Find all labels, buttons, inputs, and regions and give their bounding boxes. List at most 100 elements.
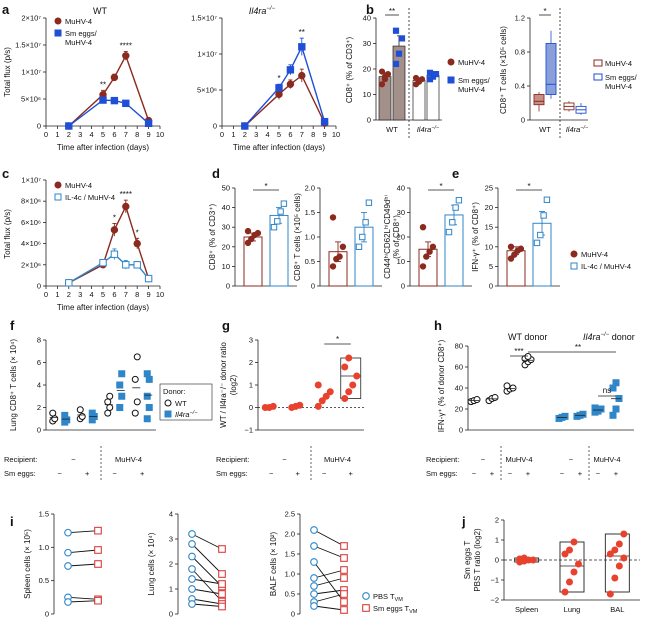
panel-d3-data-point: [423, 253, 430, 260]
panel-label-b: b: [366, 2, 374, 17]
panel-a-wt-x-tick-label: 3: [78, 130, 82, 139]
panel-c-data-point: [133, 261, 141, 269]
panel-a-wt-y-tick-label: 2×10⁷: [21, 14, 41, 23]
panel-f-data-point: [88, 409, 96, 417]
panel-b-left-data-point: [426, 69, 434, 76]
panel-j-box: [604, 533, 630, 593]
panel-i-balf-pair-line: [313, 577, 345, 587]
panel-j-y-tick-label: −2: [490, 596, 499, 605]
panel-a-il4ra-x-tick-label: 10: [332, 130, 340, 139]
panel-i-balf-sm-point: [340, 606, 348, 614]
panel-d2-y-tick-label: 0.5: [305, 257, 315, 266]
panel-g-recipient-minus: −: [282, 455, 287, 464]
panel-i-lung-y-tick-label: 4: [169, 510, 173, 519]
panel-g-data-point: [353, 372, 361, 380]
panel-b-left-data-point: [398, 35, 406, 42]
panel-i-lung-pbs-point: [188, 530, 196, 538]
panel-c-significance: *: [136, 228, 139, 237]
panel-i-spleen-pbs-point: [64, 548, 72, 557]
panel-g-y-tick-label: 0: [249, 403, 253, 412]
panel-h-sm-eggs-value: +: [578, 469, 583, 478]
panel-j-data-point: [570, 538, 578, 546]
panel-g-recipient-muhv4: MuHV-4: [324, 455, 351, 464]
panel-d3-y-tick-label: 20: [397, 233, 405, 242]
panel-g-recipient-label: Recipient:: [216, 455, 249, 464]
panel-g-data-point: [322, 392, 330, 400]
panel-d1-y-tick-label: 20: [222, 242, 230, 251]
panel-h-data-point: [597, 405, 605, 413]
legend-f-il4ra-marker: [164, 410, 172, 418]
panel-i-lung-pbs-point: [188, 575, 196, 583]
panel-i-lung-sm-point: [218, 580, 226, 588]
panel-a-il4ra-data-point: [298, 43, 306, 51]
panel-d2-y-tick-label: 2.0: [305, 184, 315, 193]
legend-b-sm-label-1: Sm eggs/: [458, 76, 491, 85]
panel-h-data-point: [561, 412, 569, 420]
panel-h-recipient-minus: −: [481, 455, 486, 464]
panel-d3-y-tick-label: 10: [397, 257, 405, 266]
panel-c-x-tick-label: 10: [156, 290, 164, 299]
panel-f-sm-eggs-value: −: [58, 469, 63, 478]
panel-a-xlabel: Time after infection (days): [57, 143, 150, 152]
panel-f-data-point: [78, 413, 86, 420]
panel-h-recipient-label: Recipient:: [426, 455, 459, 464]
panel-i-balf-pbs-point: [310, 590, 318, 598]
panel-b-left-x-label-sup: −/−: [431, 125, 440, 131]
panel-i-lung-pair-line: [191, 603, 223, 607]
panel-d2-y-tick-label: 1.5: [305, 208, 315, 217]
panel-h-y-tick-label: 60: [455, 363, 463, 372]
panel-h-title-il4ra: Il4ra−/− donor: [583, 332, 635, 342]
panel-h-title-donor: donor: [609, 332, 635, 342]
panel-e-data-point: [540, 212, 547, 219]
panel-a-wt-series-line: [68, 99, 150, 127]
panel-i-spleen-sm-point: [94, 596, 102, 605]
panel-i-spleen-y-tick-label: 0.5: [39, 576, 49, 585]
panel-f-data-point: [116, 381, 124, 389]
panel-a-il4ra-x-tick-label: 9: [323, 130, 327, 139]
panel-i-lung-pair-line: [191, 543, 223, 575]
panel-i-balf-pair-line: [313, 589, 345, 595]
panel-j-data-point: [566, 578, 573, 586]
panel-i-lung-pair-line: [191, 533, 223, 550]
panel-c-x-tick-label: 6: [112, 290, 116, 299]
panel-f-y-tick-label: 2: [37, 403, 41, 412]
panel-d2-data-point: [359, 233, 366, 241]
panel-label-h: h: [434, 318, 442, 333]
panel-c-series-line: [68, 204, 150, 284]
panel-a-wt-significance: ****: [120, 41, 132, 50]
panel-i-lung-pair-line: [191, 556, 223, 587]
panel-h-data-point: [473, 396, 481, 404]
panel-b-left-data-point: [378, 81, 386, 88]
panel-h-recipient-muhv4: MuHV-4: [593, 455, 620, 464]
legend-e-il4c-label: IL-4c / MuHV-4: [581, 262, 631, 271]
panel-h-data-point: [612, 379, 620, 387]
legend-b-right-muhv-label: MuHV-4: [605, 59, 632, 68]
panel-f-y-tick-label: 4: [37, 381, 41, 390]
legend-a-sm-label-2: MuHV-4: [65, 38, 92, 47]
panel-i-balf-y-tick-label: 2.0: [285, 530, 295, 539]
panel-a-il4ra-significance: *: [277, 74, 280, 83]
panel-d2-data-point: [329, 263, 337, 270]
panel-e-y-tick-label: 25: [485, 184, 493, 193]
panel-d2-data-point: [329, 214, 337, 221]
panel-j-y-tick-label: 1: [495, 536, 499, 545]
panel-b-left-y-tick-label: 40: [363, 14, 371, 23]
panel-i-spleen-y-tick-label: 1.5: [39, 510, 49, 519]
panel-b-left-ylabel: CD8⁺ (% of CD3⁺): [345, 37, 354, 104]
panel-c-x-tick-label: 7: [124, 290, 128, 299]
panel-h-y-tick-label: 80: [455, 342, 463, 351]
panel-i-spleen-ylabel: Spleen cells (× 10⁵): [23, 529, 32, 599]
panel-d1-y-tick-label: 0: [226, 282, 230, 291]
panel-d3-bar: [444, 214, 464, 287]
panel-label-f: f: [10, 318, 15, 333]
panel-i-balf-ylabel: BALF cells (× 10²): [269, 532, 278, 597]
panel-b-left-x-label-wt: WT: [386, 125, 398, 134]
panel-g-data-point: [296, 401, 304, 409]
panel-b-right-y-tick-label: 1.2: [515, 14, 525, 23]
panel-f-data-point: [51, 415, 59, 423]
panel-j-data-point: [615, 562, 623, 570]
panel-i-balf-pbs-point: [310, 542, 318, 550]
panel-i-lung-sm-point: [218, 590, 226, 598]
legend-i-sm-marker: [362, 604, 370, 612]
panel-i-spleen-pair-line: [67, 563, 99, 567]
